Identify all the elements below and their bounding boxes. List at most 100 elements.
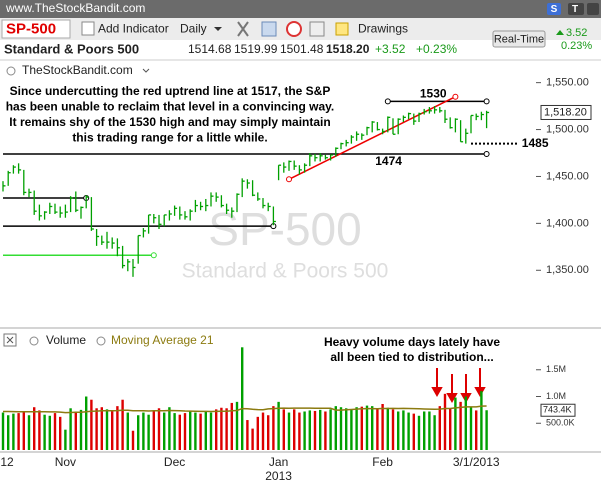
volume-bar [433,415,436,450]
volume-bar [168,407,171,450]
last-value-box [540,104,592,120]
y-tick-label: 1,350.00 [546,264,589,276]
volume-bar [428,411,431,450]
volume-bar [308,410,311,450]
add-indicator[interactable]: Add Indicator [98,22,169,36]
source-dropdown[interactable] [142,68,150,73]
button-t-label: T [572,4,578,15]
volume-bar [85,396,88,450]
volume-bar [381,404,384,450]
volume-bar [189,411,192,450]
annotation-line [288,96,456,180]
button-s-label: S [551,4,558,15]
volume-bar [95,408,98,450]
x-tick-label: Dec [164,455,185,469]
level-label: 1485 [522,136,549,150]
volume-bar [339,407,343,450]
settings-icon[interactable] [6,66,16,76]
volume-bar [178,414,181,450]
compare-icon[interactable] [261,21,277,37]
line-handle [150,252,157,259]
note-icon[interactable] [335,22,349,36]
volume-bar [391,409,395,450]
ma-settings[interactable] [96,336,106,346]
volume-bar [272,406,275,450]
ma-title: Moving Average 21 [111,333,214,347]
volume-bar [464,396,467,450]
volume-bar [443,393,447,450]
x-tick-label: 3/1/2013 [453,455,500,469]
volume-bar [319,409,322,450]
annotation-note: has been unable to reclaim that level in… [6,100,335,114]
volume-bar [199,413,202,450]
volume-bar [152,411,155,450]
volume-bar [209,412,213,450]
volume-bar [241,347,244,450]
volume-settings[interactable] [29,336,39,346]
volume-bar [53,413,57,450]
volume-bar [417,415,421,450]
y-tick-label: 1,500.00 [546,123,589,135]
volume-bar [365,405,369,450]
button-t[interactable] [568,3,584,15]
volume-bar [121,399,124,450]
volume-bar [469,407,473,450]
volume-bar [287,412,291,450]
instrument-name: Standard & Poors 500 [4,41,139,56]
volume-bar [215,409,218,450]
watermark-subtitle: Standard & Poors 500 [182,260,389,283]
volume-bar [313,410,317,450]
volume-bar [131,430,135,450]
x-tick-label: 12 [0,455,14,469]
change: +3.52 [375,42,406,56]
side-change: 3.52 [566,27,587,39]
volume-bar [230,402,233,450]
moving-average [3,405,487,414]
volume-bar [12,413,15,450]
level-label: 1530 [420,87,447,101]
volume-bar [397,411,400,450]
volume-bar [282,409,285,450]
menu-button[interactable] [587,3,599,15]
calendar-icon[interactable] [309,21,325,37]
close-pane-x [6,336,14,344]
source-label: TheStockBandit.com [22,63,133,77]
x-tick-label: Nov [55,455,76,469]
volume-bar [157,408,161,450]
volume-bar [423,411,426,450]
up-arrow [556,30,564,35]
volume-bar [246,420,249,450]
volume-bar [79,409,83,450]
last-value-box [540,403,576,417]
volume-bar [7,415,10,450]
volume-bar [360,406,363,450]
tools-icon[interactable] [237,21,249,37]
realtime-button[interactable] [492,30,546,48]
volume-bar [100,407,103,450]
symbol-box[interactable] [1,19,71,39]
realtime-label: Real-Time [494,33,544,45]
volume-bar [27,415,31,450]
y-tick-label: 1,400.00 [546,217,589,229]
line-handle [452,93,459,100]
volume-bar [485,410,488,450]
volume-bar [407,412,410,450]
interval[interactable]: Daily [180,22,207,36]
volume-bar [163,412,166,450]
button-s[interactable] [547,3,561,15]
annotation-note: this trading range for a little while. [72,131,267,145]
volume-bar [386,407,389,450]
last-value-label: 743.4K [543,405,572,415]
volume-bar [454,397,457,450]
alert-icon[interactable] [286,21,302,37]
close: 1518.20 [326,42,370,56]
line-handle [483,150,490,157]
annotation-note: Since undercutting the red uptrend line … [10,84,331,98]
volume-bar [194,412,197,450]
drawings[interactable]: Drawings [358,22,408,36]
y-tick-label: 1.5M [546,364,566,374]
volume-note: all been tied to distribution... [330,350,493,364]
volume-bar [267,415,270,450]
volume-bar [17,413,20,450]
